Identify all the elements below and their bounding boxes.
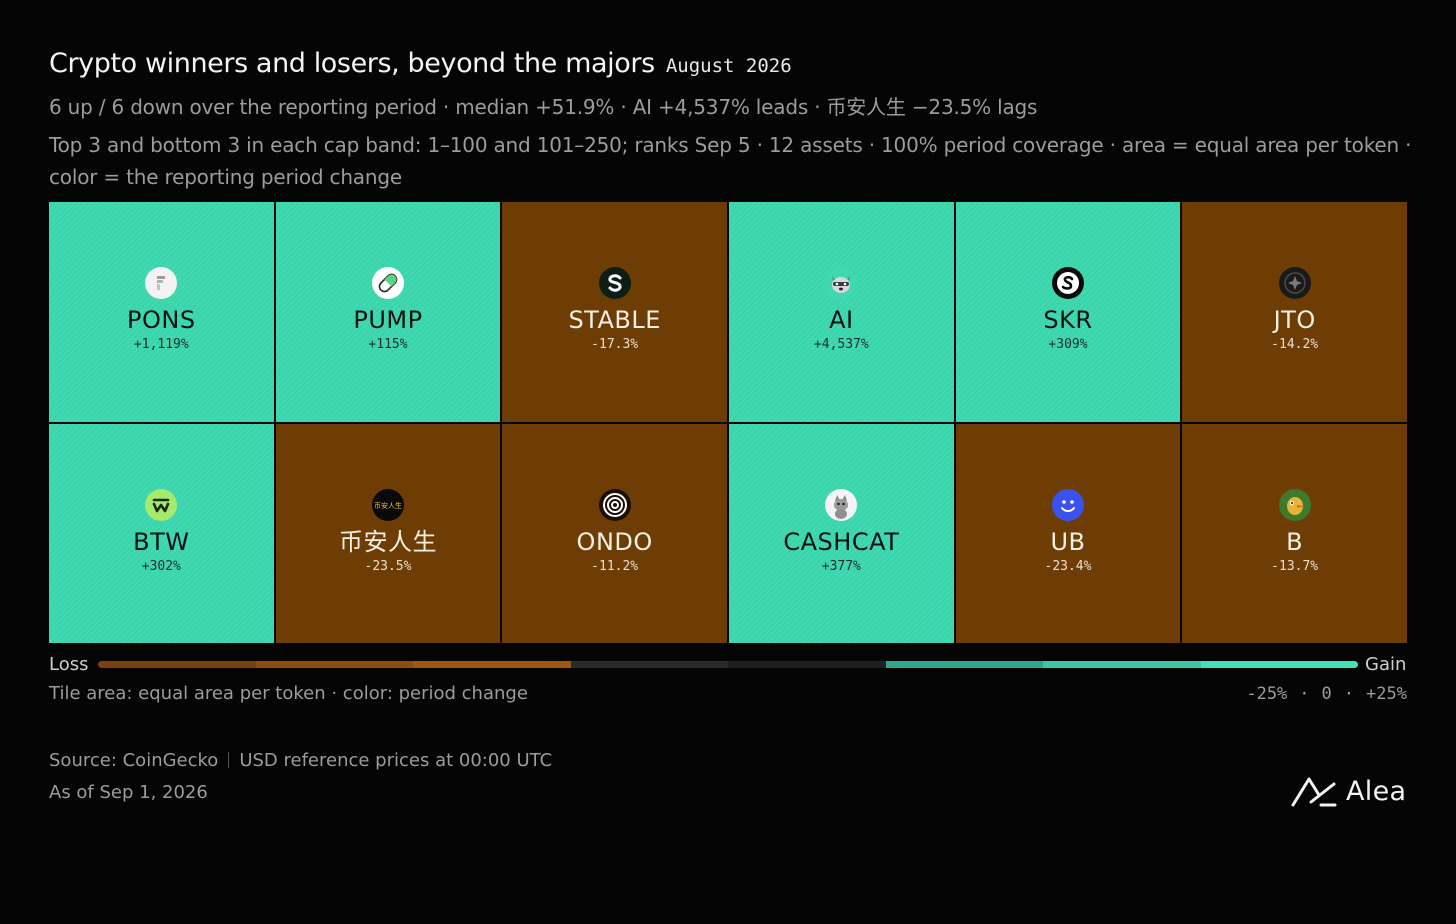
legend-loss-label: Loss bbox=[49, 654, 89, 675]
jto-logo-icon bbox=[1278, 267, 1311, 300]
legend-segment bbox=[98, 661, 256, 668]
tile-label: UB bbox=[1050, 527, 1086, 556]
tile-change: -14.2% bbox=[1271, 337, 1319, 353]
tile-jto: JTO -14.2% bbox=[1182, 202, 1407, 422]
tile-ai: AI +4,537% bbox=[729, 202, 954, 422]
chart-date: August 2026 bbox=[665, 55, 792, 77]
tile-label: B bbox=[1286, 527, 1304, 556]
tile-label: CASHCAT bbox=[783, 527, 900, 556]
tile-cashcat: CASHCAT +377% bbox=[729, 423, 954, 643]
tile-change: +1,119% bbox=[133, 337, 189, 353]
cat-logo-icon bbox=[825, 488, 858, 521]
legend-segment bbox=[413, 661, 571, 668]
tile-ondo: ONDO -11.2% bbox=[502, 423, 727, 643]
pill-logo-icon bbox=[371, 267, 404, 300]
ondo-logo-icon bbox=[598, 488, 631, 521]
tile-change: +377% bbox=[821, 558, 861, 574]
tile-change: +4,537% bbox=[813, 337, 869, 353]
legend-segment bbox=[728, 661, 886, 668]
tile-ub: UB -23.4% bbox=[955, 423, 1181, 643]
legend-segment bbox=[1200, 661, 1358, 668]
legend-color-bar bbox=[98, 661, 1358, 668]
tile-change: +115% bbox=[368, 337, 408, 353]
tile-label: AI bbox=[829, 306, 854, 335]
tile-change: +309% bbox=[1048, 337, 1088, 353]
tile-change: -17.3% bbox=[591, 337, 639, 353]
stable-logo-icon bbox=[598, 267, 631, 300]
tile-pump: PUMP +115% bbox=[275, 202, 501, 422]
brand-name: Alea bbox=[1346, 775, 1407, 807]
treemap-grid: PONS +1,119% PUMP +115% STABLE -17.3% AI +4,537… bbox=[49, 202, 1407, 643]
tile-label: JTO bbox=[1273, 306, 1316, 335]
legend-segment bbox=[255, 661, 413, 668]
alea-logo-icon bbox=[1291, 777, 1337, 807]
tile-pons: PONS +1,119% bbox=[49, 202, 274, 422]
tile-stable: STABLE -17.3% bbox=[502, 202, 727, 422]
chart-description: Top 3 and bottom 3 in each cap band: 1–1… bbox=[49, 133, 1412, 189]
tile-label: BTW bbox=[133, 527, 190, 556]
tile-change: -23.4% bbox=[1044, 558, 1092, 574]
tile-label: 币安人生 bbox=[338, 527, 437, 556]
tile-skr: SKR +309% bbox=[955, 202, 1181, 422]
tile-change: +302% bbox=[141, 558, 181, 574]
legend-tick-max: +25% bbox=[1366, 684, 1407, 704]
tile-label: SKR bbox=[1043, 306, 1093, 335]
legend-note: Tile area: equal area per token · color:… bbox=[49, 683, 528, 704]
tile-label: ONDO bbox=[576, 527, 653, 556]
skr-logo-icon bbox=[1051, 267, 1084, 300]
alea-brand: Alea bbox=[1290, 774, 1406, 808]
chart-title: Crypto winners and losers, beyond the ma… bbox=[49, 48, 655, 79]
legend-gain-label: Gain bbox=[1365, 654, 1407, 675]
svg-text:币安人生: 币安人生 bbox=[374, 501, 402, 510]
bird-logo-icon bbox=[1278, 488, 1311, 521]
binance-life-logo-icon: 币安人生 bbox=[371, 488, 404, 521]
raccoon-logo-icon bbox=[825, 267, 858, 300]
legend-ticks: -25% · 0 · +25% bbox=[1246, 684, 1407, 704]
tile-label: PONS bbox=[127, 306, 196, 335]
source-text: Source: CoinGecko bbox=[49, 750, 219, 771]
tile-b: B -13.7% bbox=[1182, 423, 1407, 643]
btw-logo-icon bbox=[145, 488, 178, 521]
chart-title-row: Crypto winners and losers, beyond the ma… bbox=[49, 48, 792, 79]
source-divider bbox=[228, 752, 230, 768]
legend-segment bbox=[570, 661, 728, 668]
tile-change: -23.5% bbox=[364, 558, 412, 574]
legend-tick-zero: 0 bbox=[1321, 684, 1332, 704]
tile-币安人生: 币安人生 币安人生 -23.5% bbox=[275, 423, 501, 643]
pons-logo-icon bbox=[145, 267, 178, 300]
tile-label: PUMP bbox=[353, 306, 423, 335]
smiley-logo-icon bbox=[1051, 488, 1084, 521]
tile-change: -11.2% bbox=[591, 558, 639, 574]
chart-subtitle: 6 up / 6 down over the reporting period … bbox=[49, 95, 1038, 119]
tile-btw: BTW +302% bbox=[49, 423, 274, 643]
tile-change: -13.7% bbox=[1271, 558, 1319, 574]
prices-text: USD reference prices at 00:00 UTC bbox=[239, 750, 553, 771]
legend-segment bbox=[1043, 661, 1201, 668]
source-line: Source: CoinGecko USD reference prices at… bbox=[49, 750, 552, 771]
as-of-date: As of Sep 1, 2026 bbox=[49, 782, 208, 803]
tile-label: STABLE bbox=[568, 306, 661, 335]
legend-segment bbox=[885, 661, 1043, 668]
legend-tick-min: -25% bbox=[1246, 684, 1288, 704]
